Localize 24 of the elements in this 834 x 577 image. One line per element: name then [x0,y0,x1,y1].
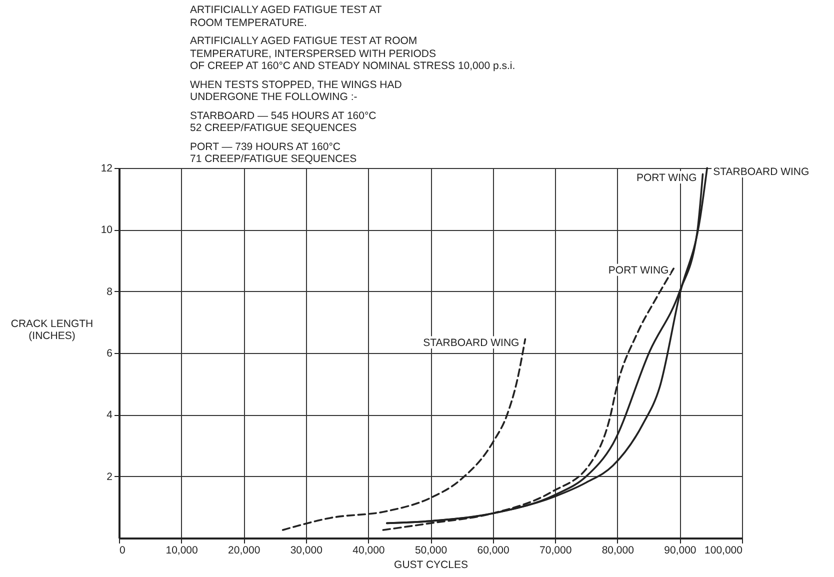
text: WHEN TESTS STOPPED, THE WINGS HAD UNDERGONE THE FOLLOWING :- [190,78,403,104]
x-tick-label: 0 [120,544,126,556]
x-tick-label: 60,000 [477,544,510,556]
x-tick-label: 20,000 [228,544,260,556]
x-tick-label: 70,000 [540,544,572,556]
x-tick-label: 40,000 [352,544,385,556]
text: STARBOARD — 545 HOURS AT 160°C 52 CREEP/FATIGUE SEQUENCES [190,110,378,134]
y-tick-label: 8 [106,286,113,298]
y-tick-label: 6 [106,348,113,360]
x-tick-label: 50,000 [414,544,448,556]
text: ARTIFICIALLY AGED FATIGUE TEST AT ROOM TEMPERATURE. [190,4,383,29]
y-axis-title: CRACK LENGTH (INCHES) [10,318,94,342]
y-tick-label: 2 [106,470,113,483]
y-tick-label: 12 [100,162,113,174]
x-tick-label: 10,000 [166,544,198,556]
text: PORT — 739 HOURS AT 160°C 71 CREEP/FATIGUE SEQUENCES [190,140,358,166]
y-tick-label: 4 [106,409,113,422]
x-tick-label: 90,000 [664,544,696,556]
y-tick-label: 10 [100,224,113,236]
x-tick-label: 80,000 [602,544,634,556]
x-tick-label: 30,000 [290,544,323,556]
x-axis-title: GUST CYCLES [394,559,468,571]
text: ARTIFICIALLY AGED FATIGUE TEST AT ROOM TEMPERATURE, INTERSPERSED WITH PERIODS OF CREEP AT 160°C AND STEADY NOMINAL STRESS 10,000 p.s.i. [190,35,516,72]
x-tick-label: 100,000 [704,544,743,556]
